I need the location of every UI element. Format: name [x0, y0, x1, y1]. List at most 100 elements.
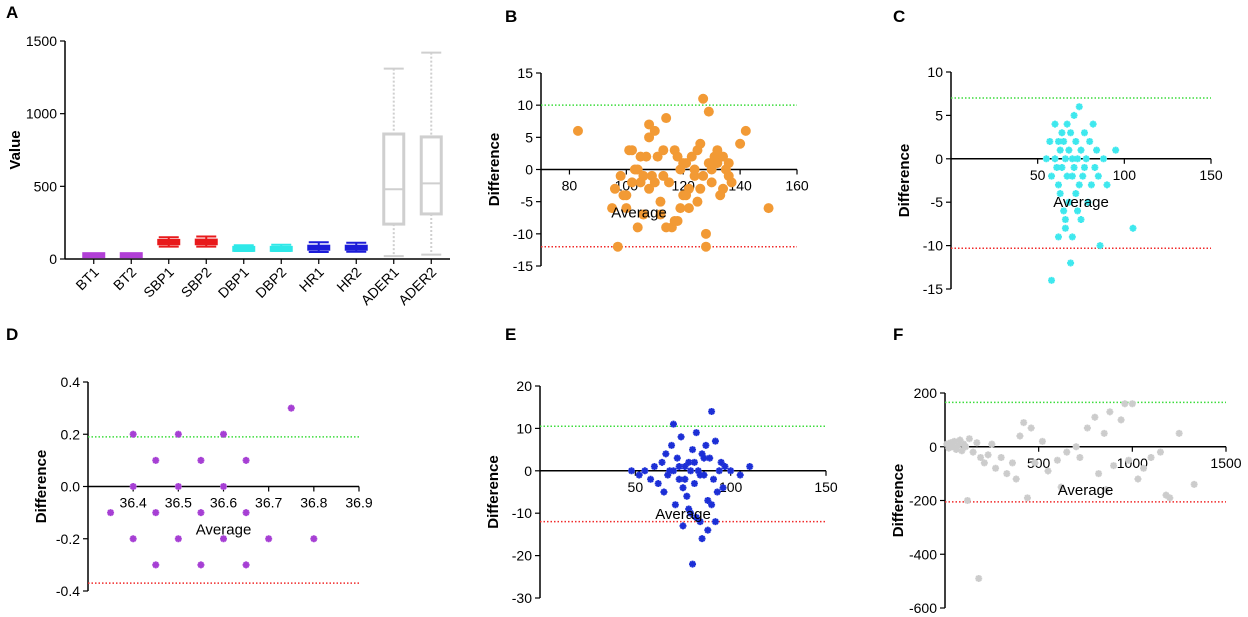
- y-tick-label: 5: [525, 129, 533, 145]
- data-point: [654, 480, 662, 488]
- data-point: [1112, 146, 1120, 154]
- data-point: [677, 433, 685, 441]
- x-tick-label: SBP1: [140, 264, 177, 301]
- data-point: [1053, 163, 1061, 171]
- data-point: [129, 430, 137, 438]
- data-point: [711, 437, 719, 445]
- data-point: [220, 483, 227, 490]
- x-tick-label: 500: [1027, 455, 1051, 471]
- y-tick-label: 10: [927, 64, 943, 80]
- box-iqr: [419, 135, 443, 216]
- data-point: [692, 429, 700, 437]
- data-point: [965, 435, 973, 443]
- data-point: [1068, 155, 1076, 163]
- y-tick-label: 0.4: [61, 374, 81, 390]
- box-sbp1: [157, 236, 181, 248]
- x-tick-label: 1000: [1117, 455, 1148, 471]
- box-ader2: [419, 51, 443, 256]
- data-point: [1048, 172, 1056, 180]
- data-point: [956, 436, 964, 444]
- data-point: [700, 228, 711, 239]
- data-point: [1095, 470, 1103, 478]
- data-point: [1046, 137, 1054, 145]
- data-point: [658, 170, 669, 181]
- data-point: [1068, 172, 1076, 180]
- data-point: [647, 475, 655, 483]
- x-tick-label: HR2: [333, 264, 364, 295]
- data-point: [621, 203, 632, 214]
- data-point: [1051, 155, 1059, 163]
- data-point: [660, 488, 668, 496]
- data-point: [1077, 146, 1085, 154]
- data-point: [675, 203, 686, 214]
- data-point: [690, 458, 698, 466]
- data-point: [712, 158, 723, 169]
- data-point: [1072, 137, 1080, 145]
- x-tick-label: 36.7: [255, 495, 282, 511]
- data-point: [740, 125, 751, 136]
- panel-f: F -600 -400 -200 0 200 500 1000 1500 Difference Av…: [890, 325, 1242, 616]
- data-point: [632, 164, 643, 175]
- y-tick-label: 0: [49, 251, 57, 267]
- x-tick-label: ADER2: [395, 264, 439, 308]
- data-point: [710, 475, 718, 483]
- box-dbp1: [232, 244, 256, 253]
- data-point: [287, 404, 295, 412]
- data-point: [687, 509, 695, 517]
- data-point: [1061, 224, 1069, 232]
- data-point: [572, 125, 583, 136]
- data-point: [658, 145, 669, 156]
- panel-label-e: E: [505, 325, 516, 344]
- data-point: [695, 183, 706, 194]
- data-point: [958, 447, 966, 455]
- data-point: [698, 535, 706, 543]
- data-point: [718, 151, 729, 162]
- data-point: [715, 190, 726, 201]
- x-tick-label: SBP2: [178, 264, 215, 301]
- data-points: [107, 404, 318, 569]
- data-point: [700, 454, 708, 462]
- data-point: [696, 471, 704, 479]
- data-point: [1038, 437, 1046, 445]
- data-point: [713, 488, 721, 496]
- data-point: [664, 471, 672, 479]
- data-point: [129, 483, 137, 490]
- data-point: [1061, 155, 1069, 163]
- y-tick-label: -15: [923, 281, 943, 297]
- data-point: [945, 444, 953, 452]
- y-tick-label: -400: [909, 546, 937, 562]
- box-dbp2: [269, 243, 293, 253]
- data-point: [635, 151, 646, 162]
- data-point: [992, 464, 1000, 472]
- data-point: [698, 450, 706, 458]
- data-point: [963, 497, 971, 504]
- y-tick-label: 0.2: [61, 426, 81, 442]
- data-point: [950, 437, 958, 445]
- data-point: [1054, 181, 1062, 189]
- data-point: [1048, 276, 1056, 284]
- data-points: [943, 400, 1198, 582]
- y-axis-title: Difference: [486, 133, 503, 206]
- data-point: [1156, 448, 1164, 456]
- panel-label-f: F: [893, 325, 903, 344]
- data-point: [652, 151, 663, 162]
- data-point: [721, 463, 729, 471]
- data-point: [685, 505, 693, 513]
- data-point: [706, 177, 717, 188]
- data-point: [1075, 103, 1083, 111]
- data-point: [1140, 464, 1148, 472]
- data-point: [609, 183, 620, 194]
- data-point: [984, 451, 992, 459]
- data-point: [1031, 459, 1039, 467]
- data-point: [152, 456, 160, 464]
- data-point: [607, 203, 618, 214]
- data-point: [1063, 448, 1071, 456]
- data-point: [689, 560, 697, 568]
- data-point: [1063, 120, 1071, 128]
- data-point: [1106, 408, 1114, 416]
- data-point: [627, 145, 638, 156]
- y-axis-title: Difference: [33, 450, 50, 523]
- y-axis-title: Value: [7, 130, 24, 169]
- y-tick-label: 20: [516, 378, 532, 394]
